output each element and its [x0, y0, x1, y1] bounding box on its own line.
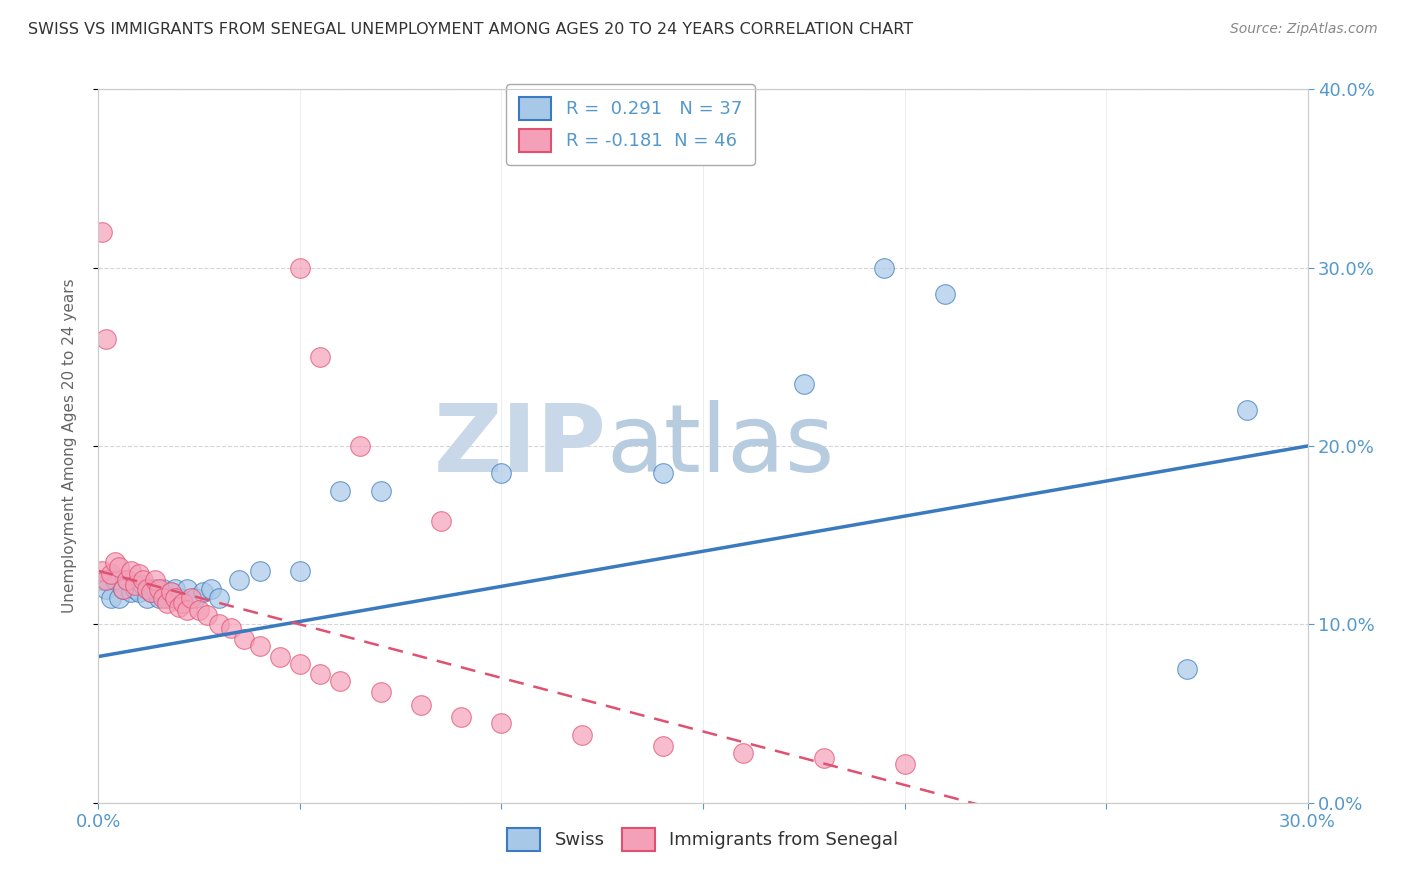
Point	[176, 603, 198, 617]
Point	[100, 567, 122, 582]
Point	[450, 710, 472, 724]
Point	[152, 591, 174, 605]
Point	[249, 564, 271, 578]
Text: ZIP: ZIP	[433, 400, 606, 492]
Point	[167, 599, 190, 614]
Point	[491, 715, 513, 730]
Point	[934, 287, 956, 301]
Point	[91, 225, 114, 239]
Point	[172, 596, 194, 610]
Point	[132, 578, 155, 592]
Point	[115, 573, 138, 587]
Point	[103, 555, 125, 569]
Point	[135, 591, 157, 605]
Point	[491, 466, 513, 480]
Point	[733, 746, 755, 760]
Point	[176, 582, 198, 596]
Point	[163, 582, 186, 596]
Point	[370, 685, 392, 699]
Point	[103, 573, 125, 587]
Point	[139, 585, 162, 599]
Point	[148, 591, 170, 605]
Point	[571, 728, 593, 742]
Point	[152, 582, 174, 596]
Point	[309, 667, 332, 681]
Point	[100, 591, 122, 605]
Point	[1175, 662, 1198, 676]
Point	[651, 466, 673, 480]
Text: atlas: atlas	[606, 400, 835, 492]
Point	[115, 573, 138, 587]
Point	[96, 332, 118, 346]
Point	[148, 582, 170, 596]
Point	[120, 564, 142, 578]
Point	[107, 591, 129, 605]
Point	[221, 621, 243, 635]
Point	[96, 582, 118, 596]
Point	[124, 582, 146, 596]
Point	[370, 483, 392, 498]
Point	[651, 739, 673, 753]
Point	[91, 573, 114, 587]
Point	[793, 376, 815, 391]
Point	[409, 698, 432, 712]
Point	[139, 585, 162, 599]
Point	[160, 585, 183, 599]
Point	[135, 582, 157, 596]
Point	[873, 260, 896, 275]
Point	[156, 596, 179, 610]
Text: Source: ZipAtlas.com: Source: ZipAtlas.com	[1230, 22, 1378, 37]
Point	[96, 573, 118, 587]
Point	[124, 578, 146, 592]
Point	[329, 674, 352, 689]
Point	[156, 591, 179, 605]
Point	[309, 350, 332, 364]
Point	[288, 657, 311, 671]
Legend: Swiss, Immigrants from Senegal: Swiss, Immigrants from Senegal	[501, 821, 905, 858]
Point	[249, 639, 271, 653]
Point	[180, 591, 202, 605]
Point	[232, 632, 254, 646]
Point	[184, 591, 207, 605]
Point	[128, 585, 150, 599]
Point	[329, 483, 352, 498]
Point	[349, 439, 371, 453]
Point	[430, 514, 453, 528]
Point	[195, 608, 218, 623]
Point	[228, 573, 250, 587]
Point	[163, 591, 186, 605]
Point	[132, 573, 155, 587]
Point	[111, 582, 134, 596]
Point	[813, 751, 835, 765]
Point	[200, 582, 222, 596]
Point	[143, 573, 166, 587]
Point	[120, 585, 142, 599]
Point	[91, 564, 114, 578]
Point	[893, 756, 915, 771]
Point	[107, 560, 129, 574]
Point	[1236, 403, 1258, 417]
Point	[269, 649, 291, 664]
Point	[208, 617, 231, 632]
Point	[128, 567, 150, 582]
Point	[160, 585, 183, 599]
Point	[188, 603, 211, 617]
Point	[288, 260, 311, 275]
Y-axis label: Unemployment Among Ages 20 to 24 years: Unemployment Among Ages 20 to 24 years	[62, 278, 77, 614]
Text: SWISS VS IMMIGRANTS FROM SENEGAL UNEMPLOYMENT AMONG AGES 20 TO 24 YEARS CORRELAT: SWISS VS IMMIGRANTS FROM SENEGAL UNEMPLO…	[28, 22, 914, 37]
Point	[193, 585, 215, 599]
Point	[288, 564, 311, 578]
Point	[208, 591, 231, 605]
Point	[111, 582, 134, 596]
Point	[167, 591, 190, 605]
Point	[143, 582, 166, 596]
